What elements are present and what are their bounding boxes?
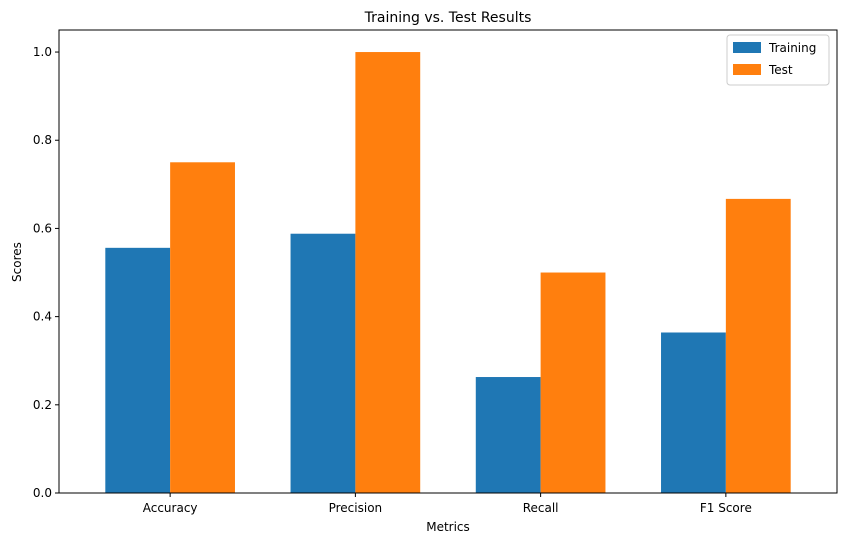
y-axis-label: Scores xyxy=(10,242,24,282)
x-tick-label: Precision xyxy=(329,501,383,515)
bar-test-f1-score xyxy=(725,198,791,493)
legend-label-test: Test xyxy=(768,63,793,77)
x-tick-label: F1 Score xyxy=(700,501,752,515)
x-tick-label: Recall xyxy=(523,501,559,515)
legend-swatch-test xyxy=(733,64,761,75)
y-tick-label: 0.6 xyxy=(33,221,52,235)
bar-test-precision xyxy=(355,52,421,494)
x-tick-label: Accuracy xyxy=(143,501,198,515)
plot-frame xyxy=(58,29,838,494)
y-tick-label: 1.0 xyxy=(33,45,52,59)
bar-training-recall xyxy=(475,377,541,493)
y-tick-label: 0.2 xyxy=(33,398,52,412)
y-tick-label: 0.0 xyxy=(33,486,52,500)
legend: Training Test xyxy=(726,34,830,86)
bar-training-f1-score xyxy=(661,332,726,493)
x-axis-label: Metrics xyxy=(426,520,470,534)
chart-title: Training vs. Test Results xyxy=(364,10,532,26)
axes-layer: 0.0 0.2 0.4 0.6 0.8 1.0 Accuracy Precision Recal… xyxy=(33,29,838,515)
y-tick-label: 0.8 xyxy=(33,133,52,147)
bar-training-accuracy xyxy=(105,247,171,493)
legend-swatch-training xyxy=(733,42,761,53)
y-tick-label: 0.4 xyxy=(33,310,52,324)
bar-test-recall xyxy=(540,272,606,493)
bar-training-precision xyxy=(290,233,356,493)
legend-label-training: Training xyxy=(768,41,816,55)
bar-test-accuracy xyxy=(170,162,235,494)
bars-layer xyxy=(105,52,791,494)
